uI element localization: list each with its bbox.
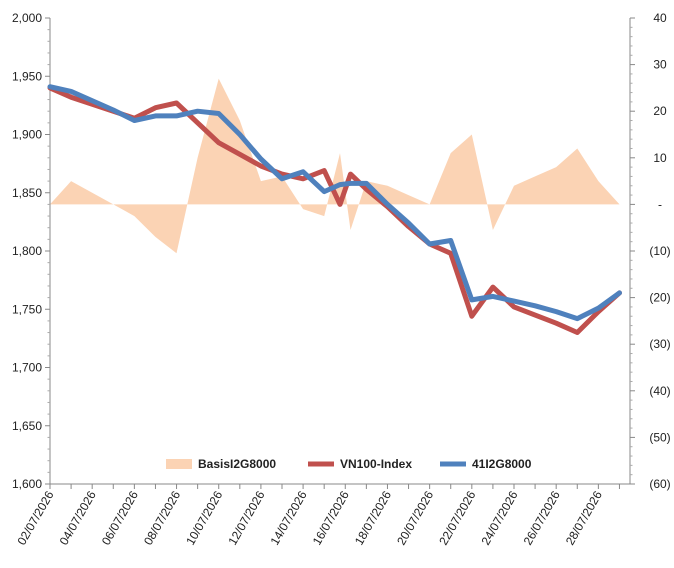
left-tick-label: 1,950 [12,69,42,83]
right-tick-label: (20) [649,291,670,305]
right-tick-label: 40 [653,11,667,25]
legend-label: 41I2G8000 [472,457,532,471]
x-tick-label: 16/07/2026 [310,488,352,547]
left-tick-label: 1,650 [12,419,42,433]
right-tick-label: (30) [649,337,670,351]
x-tick-label: 08/07/2026 [141,488,183,547]
right-tick-label: 10 [653,151,667,165]
x-tick-label: 20/07/2026 [394,488,436,547]
legend-item: VN100-Index [308,457,412,471]
area-series-basis [50,78,620,254]
line-series-vn100-index [47,85,622,335]
left-tick-label: 1,600 [12,477,42,491]
legend: BasisI2G8000 VN100-Index 41I2G8000 [166,457,532,471]
lines-layer [47,84,622,335]
x-tick-label: 14/07/2026 [268,488,310,547]
legend-label: VN100-Index [340,457,412,471]
x-tick-label: 28/07/2026 [563,488,605,547]
legend-item: 41I2G8000 [440,457,532,471]
legend-swatch [166,459,192,469]
x-tick-label: 10/07/2026 [183,488,225,547]
x-tick-label: 12/07/2026 [225,488,267,547]
right-tick-label: 20 [653,104,667,118]
right-tick-label: - [658,197,662,211]
x-tick-label: 02/07/2026 [14,488,56,547]
area-layer [50,78,620,254]
x-tick-label: 06/07/2026 [99,488,141,547]
legend-label: BasisI2G8000 [198,457,276,471]
left-tick-label: 1,750 [12,302,42,316]
legend-item: BasisI2G8000 [166,457,276,471]
right-tick-label: (40) [649,384,670,398]
line-series-41i2g8000 [47,84,622,322]
left-tick-label: 2,000 [12,11,42,25]
left-tick-label: 1,800 [12,244,42,258]
left-tick-label: 1,850 [12,186,42,200]
right-tick-label: (60) [649,477,670,491]
x-tick-label: 24/07/2026 [478,488,520,547]
x-tick-label: 22/07/2026 [436,488,478,547]
x-tick-label: 04/07/2026 [57,488,99,547]
x-tick-label: 18/07/2026 [352,488,394,547]
left-tick-label: 1,900 [12,128,42,142]
right-tick-label: (50) [649,430,670,444]
left-tick-label: 1,700 [12,361,42,375]
right-tick-label: (10) [649,244,670,258]
x-tick-label: 26/07/2026 [521,488,563,547]
right-tick-label: 30 [653,58,667,72]
